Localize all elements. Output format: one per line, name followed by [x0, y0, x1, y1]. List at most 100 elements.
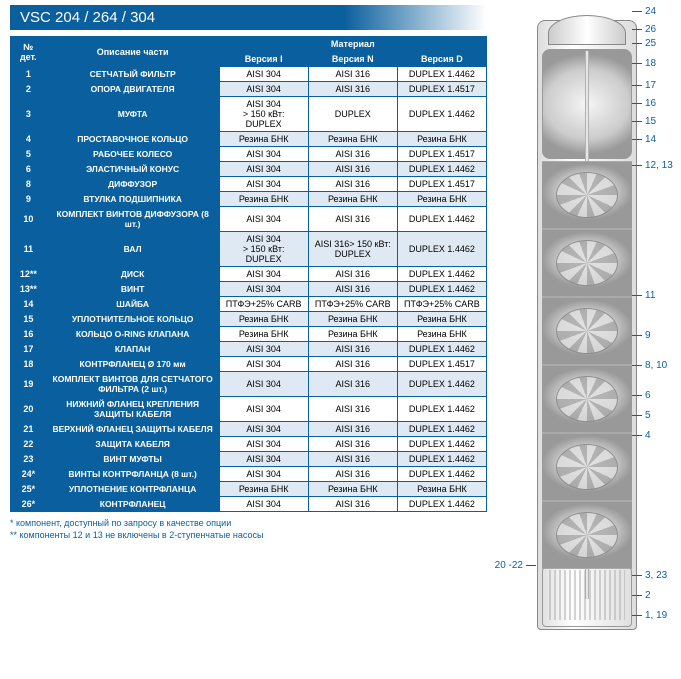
table-row: 20НИЖНИЙ ФЛАНЕЦ КРЕПЛЕНИЯ ЗАЩИТЫ КАБЕЛЯA… [11, 397, 487, 422]
cell-ver-i: AISI 304 [219, 162, 308, 177]
callout-line [632, 575, 642, 576]
callout-line [632, 85, 642, 86]
cell-ver-n: AISI 316 [308, 267, 397, 282]
cell-desc: КОМПЛЕКТ ВИНТОВ ДЛЯ СЕТЧАТОГО ФИЛЬТРА (2… [46, 372, 219, 397]
table-row: 21ВЕРХНИЙ ФЛАНЕЦ ЗАЩИТЫ КАБЕЛЯAISI 304AI… [11, 422, 487, 437]
callout-label: 12, 13 [632, 160, 673, 171]
cell-num: 20 [11, 397, 47, 422]
cell-num: 24* [11, 467, 47, 482]
callout-text: 1, 19 [645, 610, 667, 621]
callout-line [632, 165, 642, 166]
header-num: № дет. [11, 37, 47, 67]
cell-num: 18 [11, 357, 47, 372]
cell-desc: ВИНТ [46, 282, 219, 297]
cell-desc: ОПОРА ДВИГАТЕЛЯ [46, 82, 219, 97]
pump-stage [542, 229, 632, 297]
cell-ver-i: AISI 304 [219, 497, 308, 512]
cell-num: 5 [11, 147, 47, 162]
table-row: 10КОМПЛЕКТ ВИНТОВ ДИФФУЗОРА (8 шт.)AISI … [11, 207, 487, 232]
table-row: 3МУФТАAISI 304 > 150 кВт: DUPLEXDUPLEXDU… [11, 97, 487, 132]
pump-stage [542, 365, 632, 433]
table-row: 11ВАЛAISI 304 > 150 кВт: DUPLEXAISI 316>… [11, 232, 487, 267]
cell-ver-i: AISI 304 [219, 372, 308, 397]
cell-ver-n: AISI 316 [308, 162, 397, 177]
cell-ver-i: AISI 304 [219, 342, 308, 357]
cell-desc: КОНТРФЛАНЕЦ Ø 170 мм [46, 357, 219, 372]
cell-ver-d: DUPLEX 1.4517 [397, 147, 486, 162]
cell-ver-n: AISI 316 [308, 207, 397, 232]
cell-ver-n: DUPLEX [308, 97, 397, 132]
cell-ver-i: AISI 304 > 150 кВт: DUPLEX [219, 232, 308, 267]
page-container: VSC 204 / 264 / 304 № дет. Описание част… [0, 0, 681, 630]
callout-label: 6 [632, 390, 651, 401]
callout-label: 8, 10 [632, 360, 667, 371]
cell-ver-i: AISI 304 [219, 177, 308, 192]
cell-ver-i: AISI 304 [219, 452, 308, 467]
callout-line [632, 415, 642, 416]
cell-ver-d: DUPLEX 1.4462 [397, 97, 486, 132]
left-column: VSC 204 / 264 / 304 № дет. Описание част… [0, 0, 492, 630]
impeller-icon [556, 172, 618, 218]
table-body: 1СЕТЧАТЫЙ ФИЛЬТРAISI 304AISI 316DUPLEX 1… [11, 67, 487, 512]
cell-num: 3 [11, 97, 47, 132]
cell-ver-d: Резина БНК [397, 327, 486, 342]
cell-ver-i: AISI 304 [219, 67, 308, 82]
cell-ver-n: Резина БНК [308, 327, 397, 342]
cell-ver-i: AISI 304 [219, 422, 308, 437]
callout-label: 16 [632, 98, 656, 109]
header-desc: Описание части [46, 37, 219, 67]
cell-num: 17 [11, 342, 47, 357]
cell-ver-i: Резина БНК [219, 482, 308, 497]
cell-num: 1 [11, 67, 47, 82]
cell-desc: ВТУЛКА ПОДШИПНИКА [46, 192, 219, 207]
diagram-column: 242625181716151412, 131198, 106543, 2321… [492, 0, 681, 630]
pump-stage [542, 161, 632, 229]
cell-num: 2 [11, 82, 47, 97]
cell-ver-d: Резина БНК [397, 192, 486, 207]
callout-label: 2 [632, 590, 651, 601]
header-ver-d: Версия D [397, 52, 486, 67]
callout-text: 26 [645, 24, 656, 35]
cell-ver-d: Резина БНК [397, 312, 486, 327]
cell-ver-d: DUPLEX 1.4462 [397, 267, 486, 282]
callout-line [632, 29, 642, 30]
callout-line [632, 365, 642, 366]
cell-ver-d: DUPLEX 1.4517 [397, 177, 486, 192]
cell-desc: КОМПЛЕКТ ВИНТОВ ДИФФУЗОРА (8 шт.) [46, 207, 219, 232]
cell-desc: КОНТРФЛАНЕЦ [46, 497, 219, 512]
cell-ver-d: DUPLEX 1.4462 [397, 467, 486, 482]
table-row: 26*КОНТРФЛАНЕЦAISI 304AISI 316DUPLEX 1.4… [11, 497, 487, 512]
cell-ver-n: AISI 316> 150 кВт: DUPLEX [308, 232, 397, 267]
table-row: 19КОМПЛЕКТ ВИНТОВ ДЛЯ СЕТЧАТОГО ФИЛЬТРА … [11, 372, 487, 397]
table-row: 9ВТУЛКА ПОДШИПНИКАРезина БНКРезина БНКРе… [11, 192, 487, 207]
footnote: ** компоненты 12 и 13 не включены в 2-ст… [10, 530, 487, 540]
table-row: 22ЗАЩИТА КАБЕЛЯAISI 304AISI 316DUPLEX 1.… [11, 437, 487, 452]
strainer-icon [549, 570, 625, 620]
table-row: 17КЛАПАНAISI 304AISI 316DUPLEX 1.4462 [11, 342, 487, 357]
cell-ver-i: ПТФЭ+25% CARB [219, 297, 308, 312]
cell-ver-d: DUPLEX 1.4462 [397, 282, 486, 297]
cell-desc: ШАЙБА [46, 297, 219, 312]
pump-dome [548, 15, 626, 45]
cell-ver-d: DUPLEX 1.4462 [397, 207, 486, 232]
table-row: 1СЕТЧАТЫЙ ФИЛЬТРAISI 304AISI 316DUPLEX 1… [11, 67, 487, 82]
cell-desc: КЛАПАН [46, 342, 219, 357]
cell-ver-n: AISI 316 [308, 372, 397, 397]
pump-diagram [537, 20, 637, 630]
cell-ver-i: Резина БНК [219, 132, 308, 147]
cell-ver-n: AISI 316 [308, 452, 397, 467]
cell-ver-n: Резина БНК [308, 192, 397, 207]
callout-line [632, 435, 642, 436]
cell-ver-i: AISI 304 [219, 267, 308, 282]
title-bar: VSC 204 / 264 / 304 [10, 5, 487, 30]
footnotes: * компонент, доступный по запросу в каче… [10, 518, 487, 540]
footnote: * компонент, доступный по запросу в каче… [10, 518, 487, 528]
pump-stage [542, 297, 632, 365]
callout-line [526, 565, 536, 566]
callout-label: 9 [632, 330, 651, 341]
cell-ver-i: Резина БНК [219, 192, 308, 207]
cell-desc: ДИФФУЗОР [46, 177, 219, 192]
cell-num: 6 [11, 162, 47, 177]
cell-num: 8 [11, 177, 47, 192]
table-row: 25*УПЛОТНЕНИЕ КОНТРФЛАНЦАРезина БНКРезин… [11, 482, 487, 497]
